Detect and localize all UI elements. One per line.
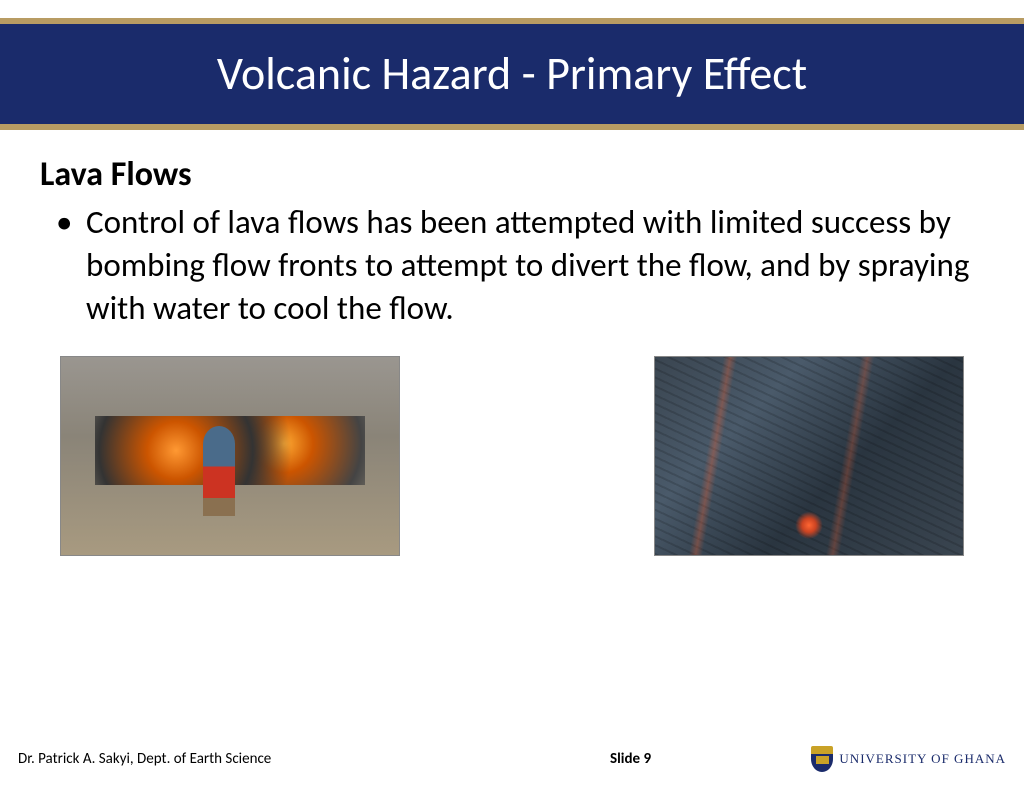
content-area: Lava Flows Control of lava flows has bee… xyxy=(0,130,1024,330)
bullet-list: Control of lava flows has been attempted… xyxy=(40,201,984,330)
university-name: UNIVERSITY OF GHANA xyxy=(839,751,1006,767)
image-left-lava-fire xyxy=(60,356,400,556)
slide-title: Volcanic Hazard - Primary Effect xyxy=(0,46,1024,102)
footer-slide-number: Slide 9 xyxy=(610,750,651,768)
footer: Dr. Patrick A. Sakyi, Dept. of Earth Sci… xyxy=(0,746,1024,772)
footer-author: Dr. Patrick A. Sakyi, Dept. of Earth Sci… xyxy=(18,750,271,768)
bullet-item: Control of lava flows has been attempted… xyxy=(56,201,984,330)
footer-logo: UNIVERSITY OF GHANA xyxy=(811,746,1006,772)
image-right-lava-texture xyxy=(654,356,964,556)
images-row xyxy=(0,330,1024,556)
title-bar: Volcanic Hazard - Primary Effect xyxy=(0,18,1024,130)
university-crest-icon xyxy=(811,746,833,772)
content-subtitle: Lava Flows xyxy=(40,154,984,195)
